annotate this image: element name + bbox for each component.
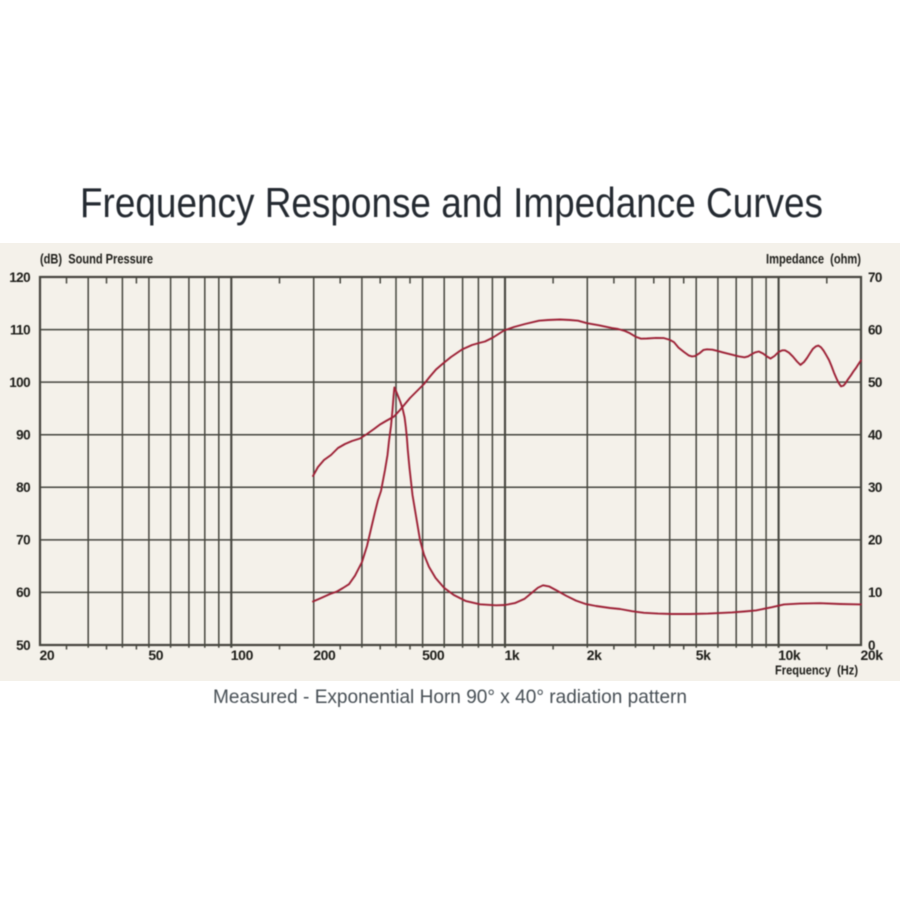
svg-text:5k: 5k xyxy=(696,647,711,663)
svg-text:70: 70 xyxy=(868,270,882,285)
svg-text:Measured - Exponential Horn 90: Measured - Exponential Horn 90° x 40° ra… xyxy=(213,686,687,708)
svg-text:50: 50 xyxy=(148,647,163,663)
svg-text:80: 80 xyxy=(16,480,30,495)
svg-text:100: 100 xyxy=(231,647,254,663)
svg-text:110: 110 xyxy=(10,322,30,337)
svg-text:90: 90 xyxy=(16,428,30,443)
svg-text:0: 0 xyxy=(868,638,875,653)
svg-text:2k: 2k xyxy=(587,647,602,663)
svg-text:10: 10 xyxy=(868,585,882,600)
svg-text:120: 120 xyxy=(9,270,30,285)
svg-text:40: 40 xyxy=(868,428,882,443)
svg-text:(dB) Sound Pressure: (dB) Sound Pressure xyxy=(40,252,153,267)
svg-text:20: 20 xyxy=(868,533,882,548)
svg-text:20: 20 xyxy=(40,647,55,663)
svg-text:Frequency Response and Impedan: Frequency Response and Impedance Curves xyxy=(80,179,823,226)
svg-text:1k: 1k xyxy=(505,647,520,663)
svg-text:30: 30 xyxy=(868,480,882,495)
svg-text:500: 500 xyxy=(422,647,445,663)
svg-text:50: 50 xyxy=(868,375,882,390)
svg-text:60: 60 xyxy=(868,322,882,337)
svg-text:Frequency (Hz): Frequency (Hz) xyxy=(775,663,858,678)
svg-text:50: 50 xyxy=(16,638,30,653)
svg-text:70: 70 xyxy=(16,533,30,548)
svg-text:10k: 10k xyxy=(778,647,801,663)
svg-text:60: 60 xyxy=(16,585,30,600)
svg-text:Impedance (ohm): Impedance (ohm) xyxy=(766,252,861,267)
svg-text:20k: 20k xyxy=(861,647,884,663)
svg-text:200: 200 xyxy=(313,647,336,663)
svg-text:100: 100 xyxy=(9,375,30,390)
